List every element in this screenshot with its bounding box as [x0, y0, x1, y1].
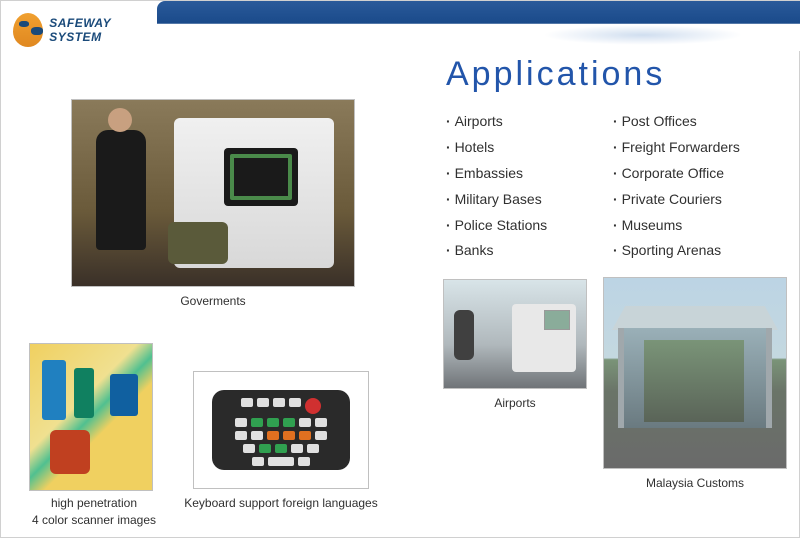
list-item: Sporting Arenas: [613, 238, 740, 264]
caption-keyboard: Keyboard support foreign languages: [183, 495, 379, 512]
image-scanner: [29, 343, 153, 491]
caption-airports: Airports: [443, 395, 587, 412]
image-malaysia-customs: [603, 277, 787, 469]
caption-text: high penetration: [51, 496, 137, 510]
globe-icon: [13, 13, 43, 47]
header-banner: [157, 1, 800, 51]
applications-list-left: Airports Hotels Embassies Military Bases…: [446, 109, 547, 264]
image-airports: [443, 279, 587, 389]
caption-malaysia: Malaysia Customs: [603, 475, 787, 492]
list-item: Embassies: [446, 161, 547, 187]
list-item: Private Couriers: [613, 187, 740, 213]
brand-name: SAFEWAY SYSTEM: [49, 16, 143, 44]
list-item: Police Stations: [446, 213, 547, 239]
list-item: Corporate Office: [613, 161, 740, 187]
list-item: Post Offices: [613, 109, 740, 135]
caption-governments: Goverments: [71, 293, 355, 310]
list-item: Airports: [446, 109, 547, 135]
list-item: Banks: [446, 238, 547, 264]
list-item: Military Bases: [446, 187, 547, 213]
applications-list-right: Post Offices Freight Forwarders Corporat…: [613, 109, 740, 264]
image-keyboard: [193, 371, 369, 489]
caption-text: 4 color scanner images: [32, 513, 156, 527]
image-governments: [71, 99, 355, 287]
list-item: Freight Forwarders: [613, 135, 740, 161]
list-item: Hotels: [446, 135, 547, 161]
caption-scanner: high penetration 4 color scanner images: [19, 495, 169, 529]
page-title: Applications: [446, 55, 665, 94]
list-item: Museums: [613, 213, 740, 239]
brand-logo: SAFEWAY SYSTEM: [13, 9, 143, 51]
